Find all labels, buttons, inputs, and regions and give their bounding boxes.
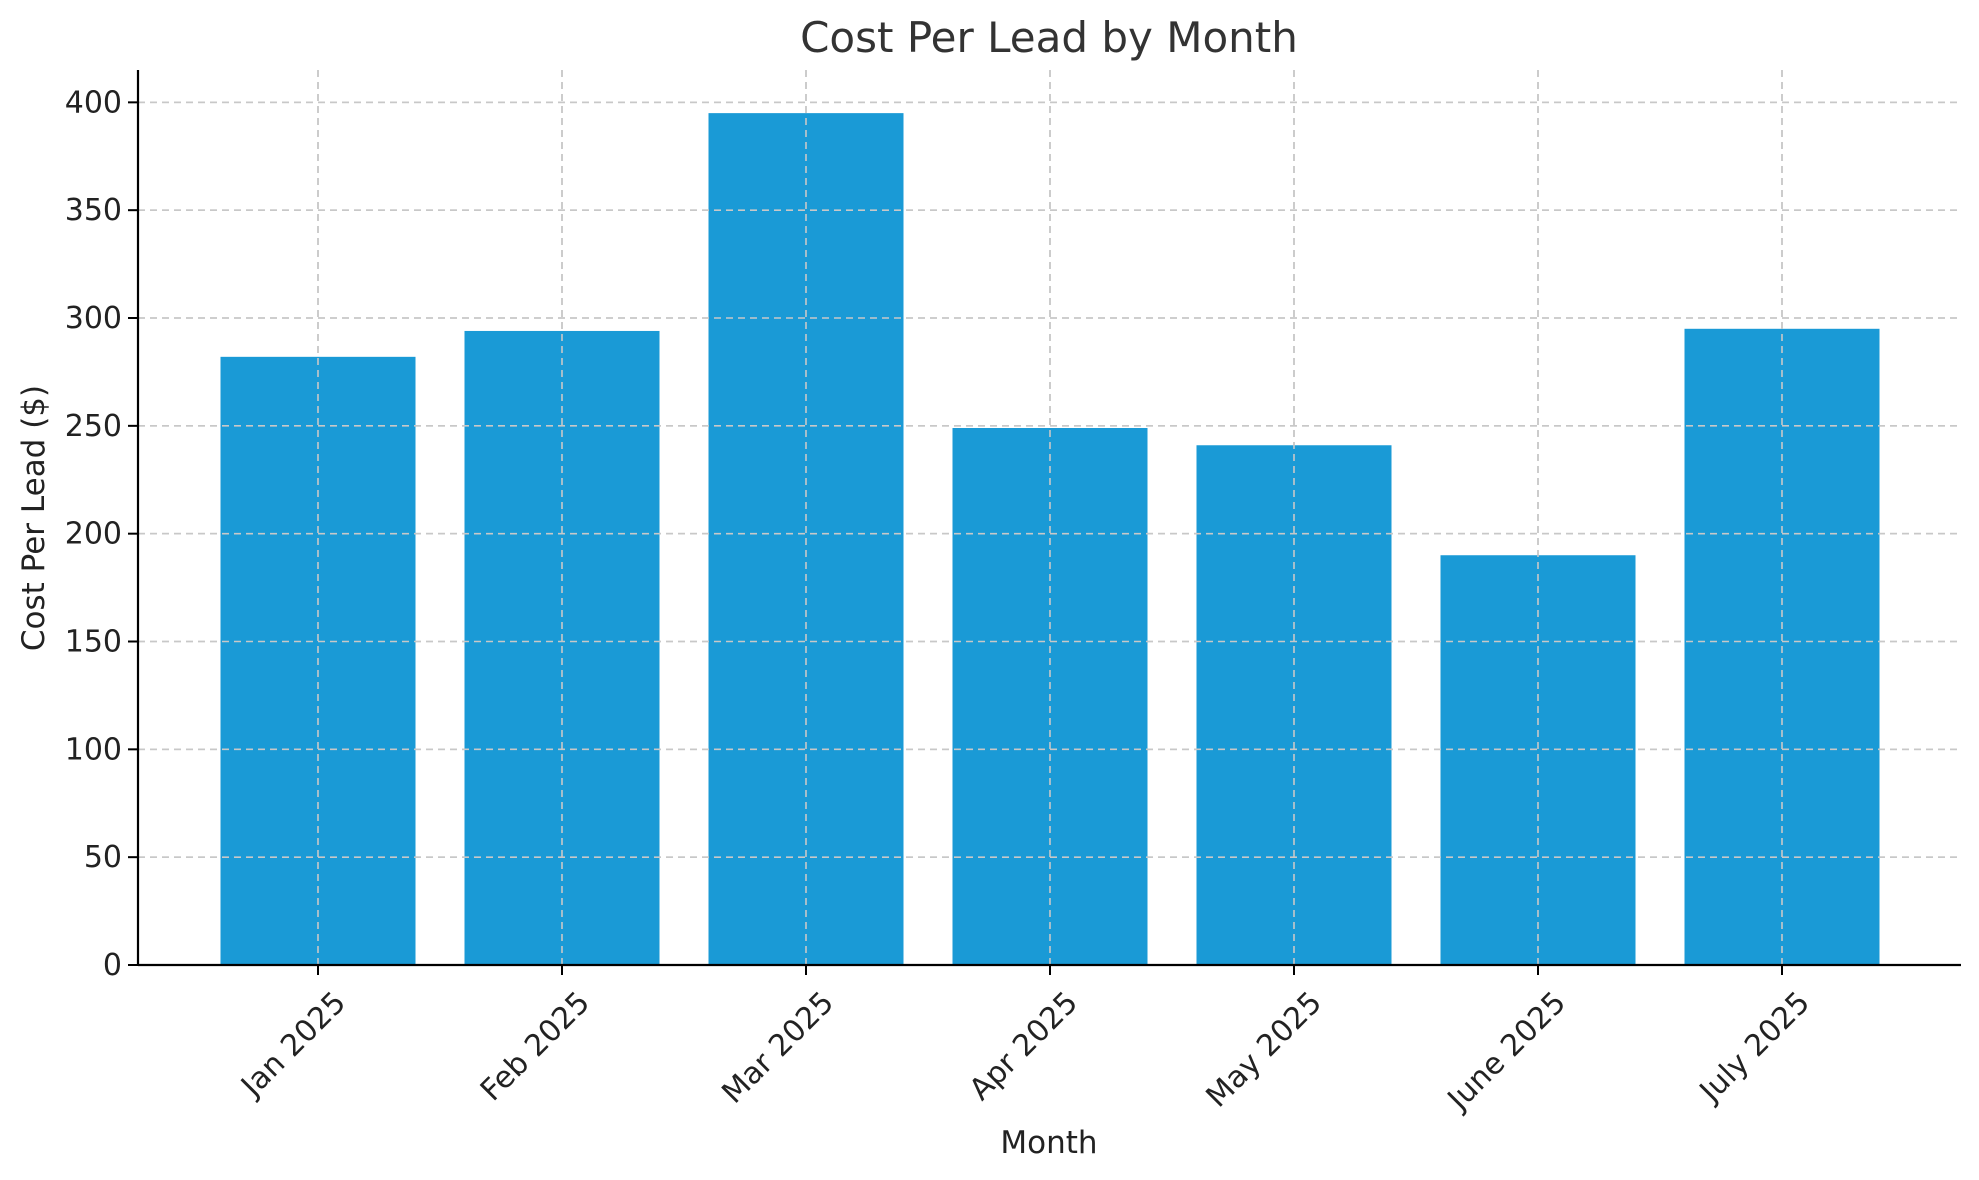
y-tick-label: 400: [65, 85, 122, 120]
x-tick-label: June 2025: [1440, 985, 1573, 1118]
x-tick-label: May 2025: [1200, 985, 1329, 1114]
x-tick-label: Mar 2025: [715, 985, 841, 1111]
y-tick-label: 250: [65, 409, 122, 444]
y-tick-label: 150: [65, 625, 122, 660]
x-tick-label: Feb 2025: [474, 985, 597, 1108]
y-tick-label: 350: [65, 193, 122, 228]
y-tick-labels: 0 50 100 150 200 250 300 350 400: [65, 85, 122, 983]
y-tick-label: 200: [65, 517, 122, 552]
axes: [128, 70, 1961, 975]
x-axis-label: Month: [1000, 1125, 1097, 1161]
y-tick-label: 300: [65, 301, 122, 336]
y-tick-label: 0: [103, 948, 122, 983]
x-tick-labels: Jan 2025 Feb 2025 Mar 2025 Apr 2025 May 2025…: [233, 985, 1817, 1118]
x-tick-label: Apr 2025: [963, 985, 1085, 1107]
y-axis-label: Cost Per Lead ($): [16, 385, 52, 651]
y-tick-label: 100: [65, 732, 122, 767]
bars: [138, 70, 1961, 966]
x-tick-label: Jan 2025: [233, 985, 353, 1105]
x-tick-label: July 2025: [1692, 985, 1817, 1110]
chart-title: Cost Per Lead by Month: [800, 13, 1298, 62]
y-tick-label: 50: [84, 840, 122, 875]
